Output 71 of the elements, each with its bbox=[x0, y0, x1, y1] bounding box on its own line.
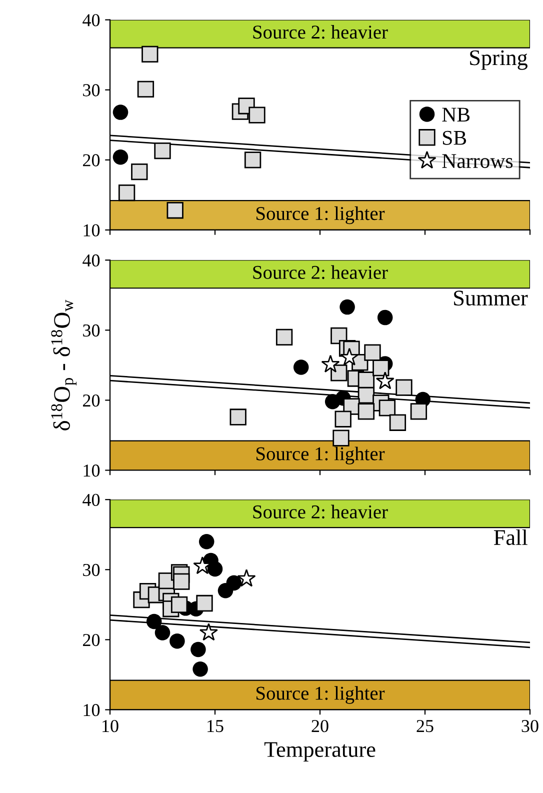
band-label: Source 2: heavier bbox=[253, 25, 388, 39]
point bbox=[142, 46, 158, 62]
y-tick-label: 20 bbox=[83, 634, 100, 646]
band-label: Source 2: heavier bbox=[253, 265, 388, 280]
x-tick-label: 25 bbox=[416, 720, 434, 732]
point bbox=[340, 299, 355, 315]
x-axis-title: Temperature bbox=[264, 742, 376, 762]
y-tick-label: 20 bbox=[83, 394, 100, 407]
point bbox=[372, 360, 390, 376]
point bbox=[358, 403, 375, 420]
point bbox=[378, 400, 396, 416]
point bbox=[237, 569, 256, 587]
point bbox=[112, 149, 128, 165]
point bbox=[410, 403, 428, 420]
y-tick-label: 20 bbox=[83, 154, 100, 166]
point bbox=[131, 163, 148, 180]
text: Fall bbox=[494, 529, 528, 546]
point bbox=[321, 354, 340, 372]
point bbox=[244, 152, 262, 168]
point bbox=[377, 310, 393, 326]
band-label: Source 1: lighter bbox=[256, 206, 385, 224]
point bbox=[137, 80, 154, 98]
point bbox=[173, 573, 190, 590]
point bbox=[276, 328, 293, 346]
x-tick-label: 15 bbox=[208, 720, 224, 732]
band-label: Source 2: heavier bbox=[253, 504, 388, 519]
y-tick-label: 30 bbox=[83, 564, 100, 576]
y-tick-label: 10 bbox=[84, 224, 100, 236]
y-tick-label: 30 bbox=[83, 84, 100, 96]
point bbox=[332, 430, 350, 446]
y-tick-label: 40 bbox=[82, 14, 100, 26]
x-tick-label: 10 bbox=[102, 720, 118, 732]
point bbox=[146, 614, 162, 630]
point bbox=[207, 561, 223, 577]
point bbox=[170, 633, 185, 649]
point bbox=[226, 575, 242, 591]
point bbox=[293, 360, 309, 375]
point bbox=[190, 642, 206, 658]
y-tick-label: 40 bbox=[82, 254, 100, 267]
point bbox=[364, 344, 381, 361]
point bbox=[248, 106, 266, 124]
point bbox=[166, 202, 184, 219]
y-tick-label: 40 bbox=[82, 494, 100, 506]
band-label: Source 1: lighter bbox=[256, 446, 385, 464]
point bbox=[154, 142, 171, 160]
point bbox=[112, 104, 128, 120]
point bbox=[192, 661, 208, 677]
point bbox=[196, 594, 213, 612]
point bbox=[340, 348, 359, 366]
point bbox=[389, 414, 406, 431]
text: Spring bbox=[470, 50, 528, 70]
point bbox=[199, 622, 218, 641]
y-axis-title: δ$^{18}$O$_{p}$ - δ$^{18}$O$_{w}$ bbox=[51, 300, 77, 430]
legend-label: NB bbox=[442, 108, 470, 122]
y-tick-label: 10 bbox=[84, 704, 100, 716]
y-tick-label: 30 bbox=[83, 324, 100, 337]
point bbox=[118, 184, 136, 202]
point bbox=[154, 625, 170, 640]
y-tick-label: 10 bbox=[84, 464, 100, 477]
x-tick-label: 30 bbox=[522, 720, 538, 732]
band-label: Source 1: lighter bbox=[256, 686, 385, 704]
x-tick-label: 20 bbox=[312, 720, 328, 732]
legend-label: SB bbox=[442, 130, 466, 145]
point bbox=[376, 372, 394, 390]
point bbox=[170, 596, 188, 613]
legend-label: Narrows bbox=[442, 154, 513, 168]
text: Summer bbox=[454, 290, 528, 306]
point bbox=[396, 379, 412, 396]
point bbox=[230, 408, 246, 426]
point bbox=[334, 410, 352, 428]
point bbox=[198, 534, 214, 550]
